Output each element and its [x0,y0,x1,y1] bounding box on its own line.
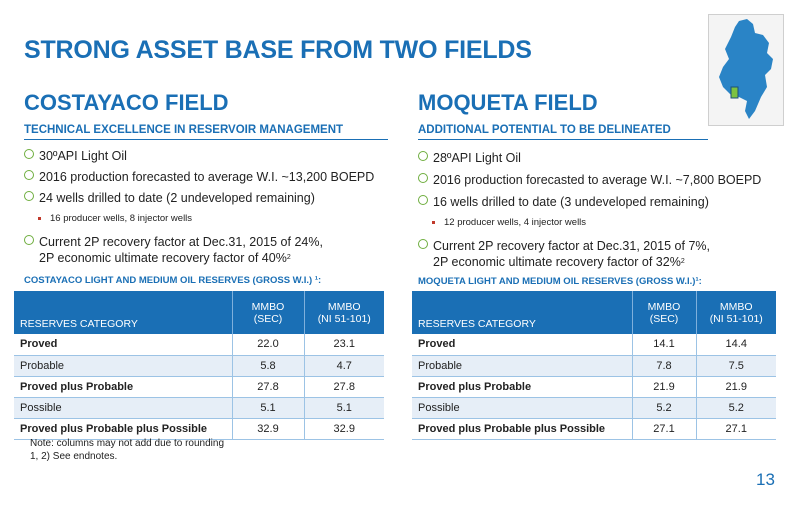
bullet-icon [24,149,34,159]
bullet-icon [24,191,34,201]
column-header: MMBO (SEC) [231,291,304,334]
table-row: Probable 5.8 4.7 [14,355,384,377]
page-number: 13 [756,470,775,489]
column-header: MMBO (SEC) [631,291,696,334]
square-bullet-icon [432,221,435,224]
divider [24,139,388,140]
costayaco-title: COSTAYACO FIELD [24,90,229,115]
table-row: Proved plus Probable plus Possible 27.1 … [412,418,776,440]
table-row: Possible 5.2 5.2 [412,397,776,419]
bullet-icon [418,151,428,161]
column-header: RESERVES CATEGORY [14,291,232,334]
costayaco-table-caption: COSTAYACO LIGHT AND MEDIUM OIL RESERVES … [24,275,322,286]
moqueta-reserves-table: RESERVES CATEGORY MMBO (SEC) MMBO (NI 51… [412,291,776,440]
divider [418,139,708,140]
table-row: Proved plus Probable 27.8 27.8 [14,376,384,398]
table-row: Probable 7.8 7.5 [412,355,776,377]
bullet-icon [418,195,428,205]
footnote: 1, 2) See endnotes. [30,451,118,462]
costayaco-subhead: TECHNICAL EXCELLENCE IN RESERVOIR MANAGE… [24,124,344,136]
bullet-icon [24,235,34,245]
moqueta-table-caption: MOQUETA LIGHT AND MEDIUM OIL RESERVES (G… [418,276,702,287]
column-header: RESERVES CATEGORY [412,291,632,334]
table-row: Proved 14.1 14.4 [412,334,776,356]
footnote: Note: columns may not add due to roundin… [30,438,225,449]
table-row: Proved 22.0 23.1 [14,334,384,356]
table-row: Proved plus Probable plus Possible 32.9 … [14,418,384,440]
square-bullet-icon [38,217,41,220]
colombia-map-icon [708,14,784,126]
moqueta-subhead: ADDITIONAL POTENTIAL TO BE DELINEATED [418,124,671,136]
moqueta-title: MOQUETA FIELD [418,90,598,115]
bullet-icon [418,173,428,183]
table-row: Proved plus Probable 21.9 21.9 [412,376,776,398]
slide-title: STRONG ASSET BASE FROM TWO FIELDS [24,36,532,64]
bullet-icon [24,170,34,180]
bullet-icon [418,239,428,249]
column-header: MMBO (NI 51-101) [695,291,776,334]
table-row: Possible 5.1 5.1 [14,397,384,419]
costayaco-reserves-table: RESERVES CATEGORY MMBO (SEC) MMBO (NI 51… [14,291,384,440]
column-header: MMBO (NI 51-101) [303,291,384,334]
